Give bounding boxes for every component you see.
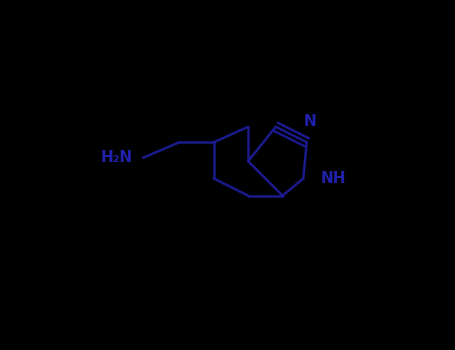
Text: N: N bbox=[304, 113, 317, 128]
Text: NH: NH bbox=[320, 171, 346, 186]
Text: H₂N: H₂N bbox=[101, 150, 133, 165]
